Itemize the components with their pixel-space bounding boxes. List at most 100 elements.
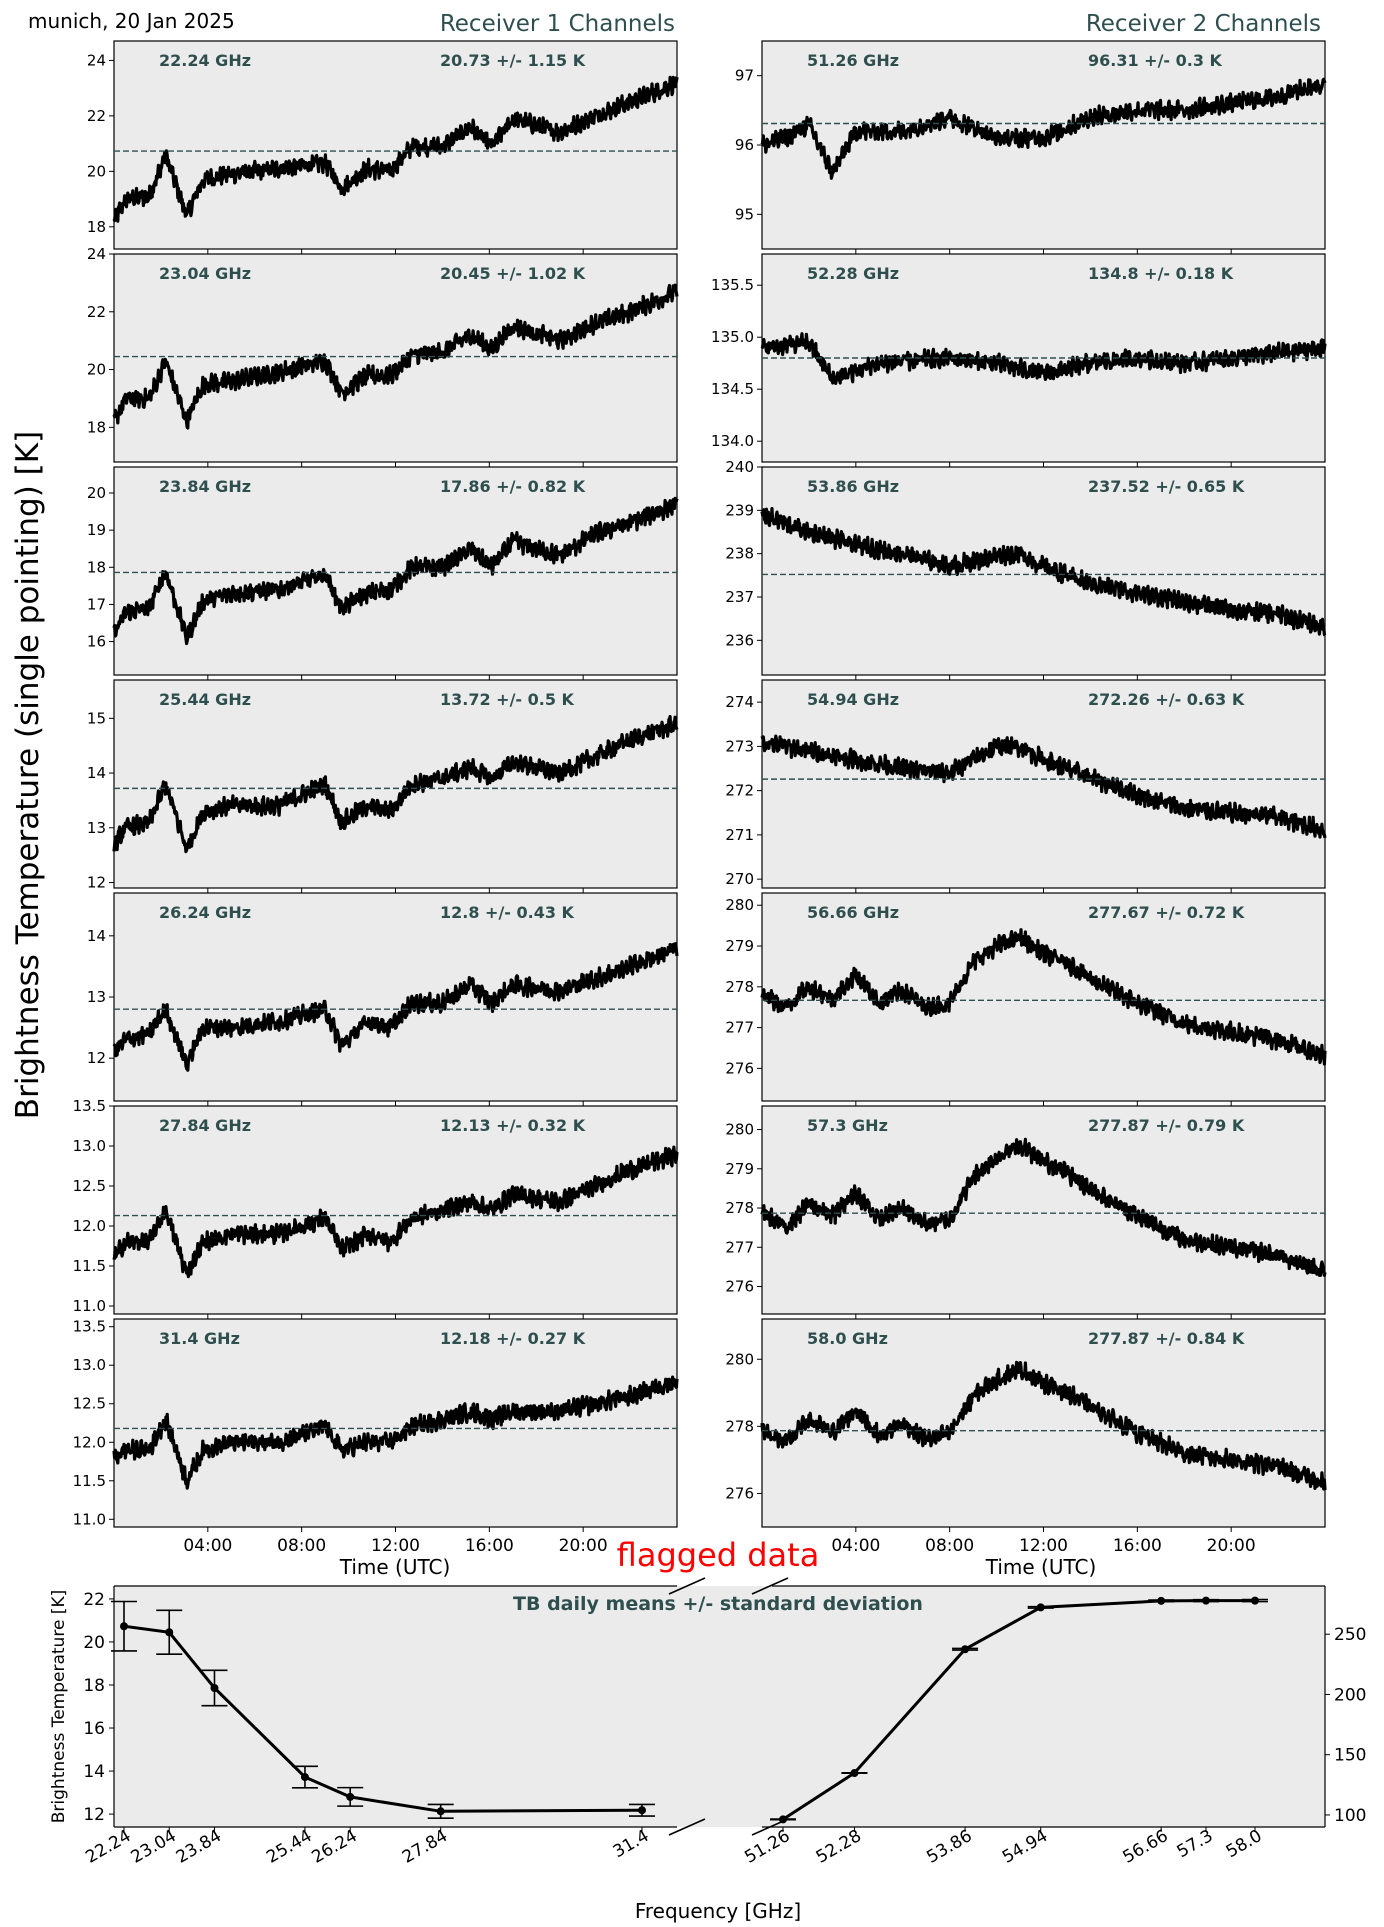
channel-mean-label: 272.26 +/- 0.63 K xyxy=(1088,690,1245,709)
y-tick-label: 238 xyxy=(725,545,754,563)
x-tick-label: 27.84 xyxy=(399,1826,451,1868)
y-tick-label: 16 xyxy=(87,633,106,651)
x-tick-label: 51.26 xyxy=(741,1826,793,1868)
x-tick-label: 53.86 xyxy=(923,1826,975,1868)
y-tick-label: 13 xyxy=(87,819,106,837)
panel-background xyxy=(761,1318,1326,1528)
mean-point xyxy=(1251,1596,1259,1605)
y-tick-label: 273 xyxy=(725,737,754,755)
mean-point xyxy=(210,1683,219,1692)
y-tick-label: 12.5 xyxy=(73,1395,106,1413)
y-tick-label: 97 xyxy=(735,67,754,85)
y-tick-label: 134.5 xyxy=(711,380,754,398)
summary-background xyxy=(114,1586,1325,1827)
channel-panel: 12 13 14 26.24 GHz 12.8 +/- 0.43 K xyxy=(87,892,679,1106)
channel-panel: 236 237 238 239 240 53.86 GHz 237.52 +/- 0.65 … xyxy=(725,458,1327,680)
series-line xyxy=(112,496,679,646)
y-tick-label: 12 xyxy=(87,874,106,892)
y-tick-label: 11.5 xyxy=(73,1257,106,1275)
y-tick-label: 11.0 xyxy=(73,1297,106,1315)
y-tick-label: 279 xyxy=(725,1160,754,1178)
panel-background xyxy=(761,679,1326,889)
channel-frequency-label: 23.84 GHz xyxy=(159,477,251,496)
axis-break-mark xyxy=(668,1818,706,1836)
mean-point xyxy=(638,1806,646,1815)
y-tick-label-right: 200 xyxy=(1334,1685,1366,1705)
panel-background xyxy=(113,679,678,889)
channel-mean-label: 96.31 +/- 0.3 K xyxy=(1088,51,1223,70)
x-tick-label: 25.44 xyxy=(263,1826,315,1868)
channel-panel: 95 96 97 51.26 GHz 96.31 +/- 0.3 K xyxy=(735,40,1327,254)
channel-mean-label: 12.13 +/- 0.32 K xyxy=(440,1116,586,1135)
x-tick-label: 23.84 xyxy=(173,1826,225,1868)
y-tick-label: 17 xyxy=(87,595,106,613)
summary-x-axis-label: Frequency [GHz] xyxy=(635,1899,801,1923)
panel-background xyxy=(113,1318,678,1528)
channel-panel: 11.0 11.5 12.0 12.5 13.0 13.5 27.84 GHz 12.13 +… xyxy=(73,1097,679,1319)
y-tick-label: 18 xyxy=(87,218,106,236)
mean-point xyxy=(300,1773,309,1782)
channel-frequency-label: 54.94 GHz xyxy=(807,690,899,709)
y-tick-label: 13.0 xyxy=(73,1356,106,1374)
y-tick-label: 12 xyxy=(87,1049,106,1067)
y-tick-label: 12.0 xyxy=(73,1217,106,1235)
channel-mean-label: 12.8 +/- 0.43 K xyxy=(440,903,575,922)
y-tick-label: 240 xyxy=(725,458,754,476)
channel-frequency-label: 57.3 GHz xyxy=(807,1116,888,1135)
mean-point xyxy=(436,1807,445,1816)
y-tick-label: 277 xyxy=(725,1238,754,1256)
channel-panel: 276 278 280 04:00 08:00 12:00 16:00 20:00 58.0 G… xyxy=(725,1318,1327,1556)
x-tick-label: 20:00 xyxy=(559,1536,608,1556)
y-tick-label: 271 xyxy=(725,826,754,844)
x-tick-label: 57.3 xyxy=(1174,1826,1217,1862)
channel-panel: 16 17 18 19 20 23.84 GHz 17.86 +/- 0.82 K xyxy=(87,466,679,680)
channel-frequency-label: 56.66 GHz xyxy=(807,903,899,922)
y-tick-label: 24 xyxy=(87,245,106,263)
x-tick-label: 58.0 xyxy=(1223,1826,1266,1862)
series-line xyxy=(760,507,1327,637)
mean-point xyxy=(346,1792,355,1801)
y-tick-label: 22 xyxy=(83,1590,105,1610)
y-tick-label: 12.5 xyxy=(73,1177,106,1195)
y-tick-label: 135.5 xyxy=(711,276,754,294)
x-tick-label: 23.04 xyxy=(128,1826,180,1868)
x-tick-label: 12:00 xyxy=(371,1536,420,1556)
daily-means-chart: TB daily means +/- standard deviation Bri… xyxy=(49,1577,1366,1923)
y-tick-label: 277 xyxy=(725,1019,754,1037)
channel-panel: 276 277 278 279 280 57.3 GHz 277.87 +/- 0.79 K xyxy=(725,1105,1327,1319)
mean-point xyxy=(165,1628,174,1637)
channel-mean-label: 277.87 +/- 0.84 K xyxy=(1088,1329,1245,1348)
y-tick-label: 18 xyxy=(87,558,106,576)
panel-background xyxy=(113,253,678,463)
y-tick-label: 20 xyxy=(83,1633,105,1653)
axis-break-mark xyxy=(751,1577,789,1595)
channel-panel: 18 20 22 24 22.24 GHz 20.73 +/- 1.15 K xyxy=(87,40,679,254)
y-tick-label: 278 xyxy=(725,1417,754,1435)
channel-panel: 276 277 278 279 280 56.66 GHz 277.67 +/- 0.72 … xyxy=(725,892,1327,1106)
series-line xyxy=(112,942,679,1072)
y-tick-label: 22 xyxy=(87,107,106,125)
series-line xyxy=(112,1375,679,1490)
channel-panel: 12 13 14 15 25.44 GHz 13.72 +/- 0.5 K xyxy=(87,679,679,893)
y-tick-label: 11.5 xyxy=(73,1472,106,1490)
y-tick-label: 12.0 xyxy=(73,1433,106,1451)
y-tick-label: 14 xyxy=(87,927,106,945)
y-tick-label: 13.5 xyxy=(73,1318,106,1336)
x-tick-label: 52.28 xyxy=(813,1826,865,1868)
channel-frequency-label: 26.24 GHz xyxy=(159,903,251,922)
mean-point xyxy=(779,1815,787,1824)
channel-mean-label: 17.86 +/- 0.82 K xyxy=(440,477,586,496)
channel-mean-label: 13.72 +/- 0.5 K xyxy=(440,690,575,709)
series-line xyxy=(112,1145,679,1279)
y-tick-label: 22 xyxy=(87,303,106,321)
x-axis-label-right: Time (UTC) xyxy=(985,1555,1097,1579)
y-tick-label: 276 xyxy=(725,1278,754,1296)
x-tick-label: 16:00 xyxy=(1113,1536,1162,1556)
channel-mean-label: 20.73 +/- 1.15 K xyxy=(440,51,586,70)
channel-panel: 270 271 272 273 274 54.94 GHz 272.26 +/- 0.63 … xyxy=(725,679,1327,893)
series-line xyxy=(760,77,1327,180)
x-axis-label-left: Time (UTC) xyxy=(339,1555,451,1579)
y-tick-label-right: 250 xyxy=(1334,1625,1366,1645)
y-tick-label-right: 150 xyxy=(1334,1746,1366,1766)
